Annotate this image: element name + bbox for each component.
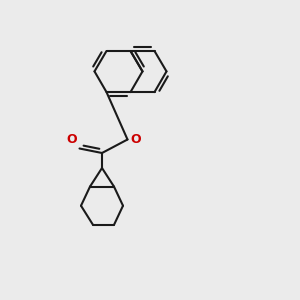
- Text: O: O: [130, 133, 140, 146]
- Text: O: O: [67, 133, 77, 146]
